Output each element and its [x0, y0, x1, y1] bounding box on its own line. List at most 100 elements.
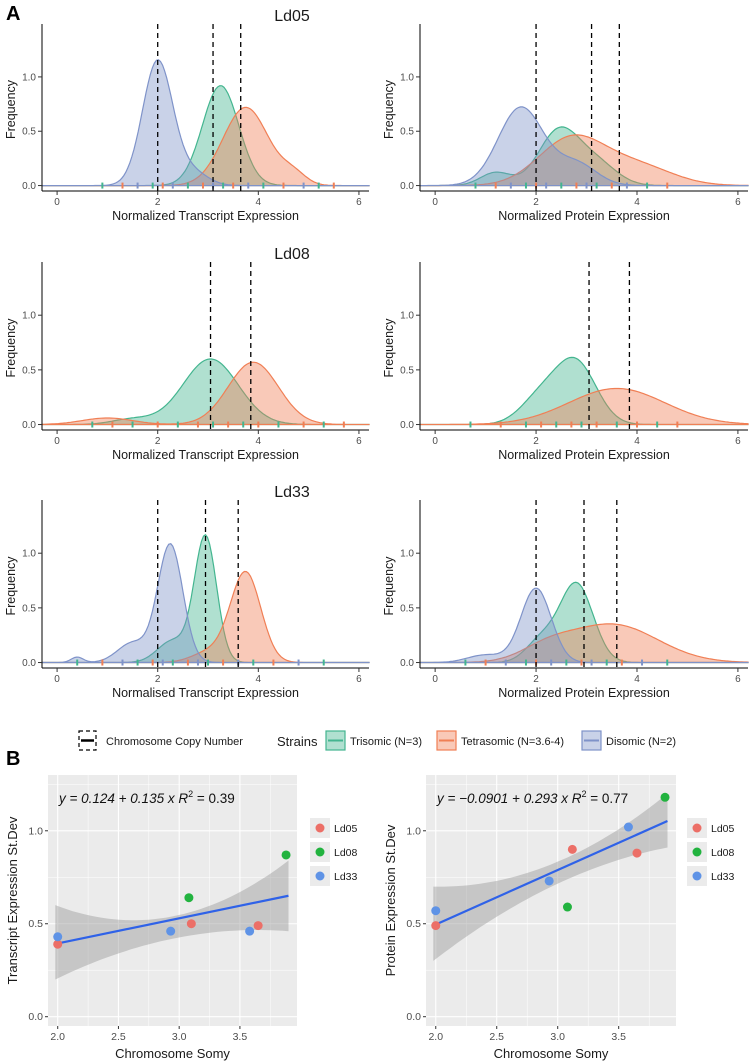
regression-equation: y = −0.0901 + 0.293 x R2 = 0.77 [436, 789, 628, 806]
regression-line [55, 894, 289, 946]
y-tick-label: 1.0 [28, 825, 43, 837]
regression-panel-protein: y = −0.0901 + 0.293 x R2 = 0.77 2.0 2.5 3.0… [383, 775, 735, 1061]
x-axis-label: Chromosome Somy [115, 1046, 230, 1061]
y-axis-label: Protein Expression St.Dev [383, 824, 398, 976]
density-panel-ld05-protein: 0 2 4 6 0.0 0.5 1.0 Normalized Protein Expressi… [382, 24, 749, 223]
x-axis-label: Normalized Protein Expression [498, 209, 670, 223]
data-point-ld08 [281, 850, 291, 860]
x-tick-label: 2.5 [489, 1031, 504, 1043]
y-tick-label: 0.0 [28, 1011, 43, 1023]
x-tick-label: 2.0 [428, 1031, 443, 1043]
legend-label-ld08: Ld08 [334, 847, 358, 859]
y-tick-label: 0.0 [22, 181, 36, 192]
x-axis-label: Normalized Transcript Expression [112, 209, 299, 223]
chart-title: Ld08 [274, 246, 310, 263]
data-point-ld05 [186, 919, 196, 929]
y-tick-label: 0.5 [400, 127, 414, 138]
chart-title: Ld05 [274, 8, 310, 25]
y-tick-label: 0.0 [400, 420, 414, 431]
y-tick-label: 0.5 [22, 127, 36, 138]
y-tick-label: 0.0 [22, 658, 36, 669]
plot-background [48, 775, 297, 1026]
x-tick-label: 6 [356, 674, 362, 685]
y-axis-label: Frequency [4, 79, 18, 139]
x-tick-label: 4 [634, 197, 640, 208]
y-tick-label: 0.0 [400, 181, 414, 192]
x-tick-label: 0 [54, 674, 60, 685]
legend-point-ld05 [315, 823, 325, 833]
y-axis-label: Transcript Expression St.Dev [5, 816, 20, 984]
y-axis-label: Frequency [382, 318, 396, 378]
data-point-ld08 [184, 893, 194, 903]
y-tick-label: 0.5 [406, 918, 421, 930]
x-tick-label: 4 [256, 197, 262, 208]
legend-point-ld33 [692, 871, 702, 881]
chart-title: Ld33 [274, 484, 310, 501]
x-axis-label: Normalized Protein Expression [498, 686, 670, 700]
x-tick-label: 4 [256, 436, 262, 447]
data-point-ld08 [562, 902, 572, 912]
data-point-ld33 [623, 822, 633, 832]
y-tick-label: 0.5 [400, 365, 414, 376]
density-panel-ld33-transcript: Ld33 0 2 4 6 0.0 0.5 1.0 Normalised Transcript E… [4, 484, 370, 700]
legend-label-ld05: Ld05 [711, 823, 735, 835]
y-tick-label: 1.0 [400, 311, 414, 322]
y-tick-label: 1.0 [400, 549, 414, 560]
y-tick-label: 1.0 [22, 72, 36, 83]
y-axis-label: Frequency [4, 318, 18, 378]
copy-number-label: Chromosome Copy Number [106, 736, 243, 748]
legend-strains-title: Strains [277, 734, 318, 749]
data-point-ld05 [253, 921, 263, 931]
data-point-ld08 [660, 792, 670, 802]
legend-point-ld05 [692, 823, 702, 833]
legend-point-ld08 [692, 847, 702, 857]
strain-legend: Chromosome Copy Number Strains Trisomic (N… [78, 730, 676, 751]
legend-label-ld05: Ld05 [334, 823, 358, 835]
density-area-tetrasomic [419, 387, 749, 426]
x-tick-label: 6 [735, 197, 741, 208]
y-tick-label: 0.5 [28, 918, 43, 930]
density-panel-ld33-protein: 0 2 4 6 0.0 0.5 1.0 Normalized Protein Expressi… [382, 500, 749, 700]
y-tick-label: 1.0 [406, 825, 421, 837]
data-point-ld33 [166, 926, 176, 936]
regression-equation: y = 0.124 + 0.135 x R2 = 0.39 [58, 789, 235, 806]
x-tick-label: 6 [356, 436, 362, 447]
chart-group: Ld05 0 2 4 6 0.0 0.5 1.0 Normalized Transcript E… [4, 8, 749, 1061]
y-tick-label: 0.5 [22, 603, 36, 614]
density-panel-ld08-protein: 0 2 4 6 0.0 0.5 1.0 Normalized Protein Expressi… [382, 262, 749, 462]
x-tick-label: 2 [155, 197, 161, 208]
x-tick-label: 0 [432, 674, 438, 685]
x-tick-label: 4 [634, 436, 640, 447]
x-tick-label: 0 [54, 436, 60, 447]
copy-number-key [78, 730, 97, 751]
data-point-ld33 [53, 932, 63, 942]
density-panel-ld05-transcript: Ld05 0 2 4 6 0.0 0.5 1.0 Normalized Transcript E… [4, 8, 370, 223]
x-axis-label: Normalised Transcript Expression [112, 686, 299, 700]
x-tick-label: 4 [634, 674, 640, 685]
data-point-ld05 [431, 921, 441, 931]
y-tick-label: 0.0 [406, 1011, 421, 1023]
panel-label-b: B [6, 748, 20, 770]
density-area-disomic [419, 106, 749, 187]
density-panel-ld08-transcript: Ld08 0 2 4 6 0.0 0.5 1.0 Normalized Transcript E… [4, 246, 370, 462]
x-tick-label: 2 [155, 436, 161, 447]
data-point-ld33 [245, 926, 255, 936]
density-area-disomic [41, 59, 370, 187]
data-point-ld05 [53, 939, 63, 949]
x-axis-label: Normalized Transcript Expression [112, 448, 299, 462]
x-axis-label: Chromosome Somy [494, 1046, 609, 1061]
x-tick-label: 3.0 [550, 1031, 565, 1043]
x-tick-label: 0 [432, 197, 438, 208]
x-tick-label: 2 [155, 674, 161, 685]
y-tick-label: 1.0 [22, 549, 36, 560]
x-tick-label: 2 [533, 436, 539, 447]
x-tick-label: 6 [735, 674, 741, 685]
density-area-trisomic [41, 533, 370, 664]
regression-panel-transcript: y = 0.124 + 0.135 x R2 = 0.39 2.0 2.5 3.0 3.… [5, 775, 358, 1061]
y-axis-label: Frequency [382, 556, 396, 616]
x-tick-label: 2.5 [111, 1031, 126, 1043]
legend-point-ld08 [315, 847, 325, 857]
plot-background [426, 775, 676, 1026]
x-tick-label: 6 [356, 197, 362, 208]
